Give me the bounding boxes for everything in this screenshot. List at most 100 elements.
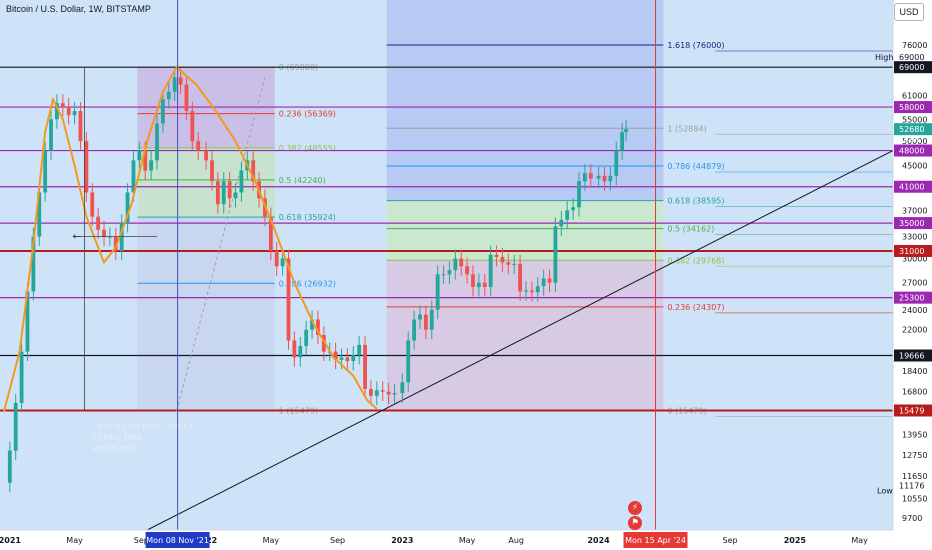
candle-body xyxy=(608,175,613,182)
high-value: 69000 xyxy=(899,53,924,62)
candle-body xyxy=(620,132,625,151)
candle-body xyxy=(190,111,195,142)
candle-body xyxy=(596,175,601,179)
y-tick-label: 12750 xyxy=(902,451,927,460)
fib-level-label: 0.382 (29768) xyxy=(667,256,724,265)
y-tick-label: 11650 xyxy=(902,472,927,481)
candle-body xyxy=(547,278,552,283)
candle-body xyxy=(149,160,154,171)
candle-body xyxy=(345,357,350,362)
candle-body xyxy=(321,335,326,352)
chart-title: Bitcoin / U.S. Dollar, 1W, BITSTAMP xyxy=(6,4,151,14)
y-tick-label: 27000 xyxy=(902,279,927,288)
candle-body xyxy=(131,160,136,193)
price-tag-label: 15479 xyxy=(899,406,924,415)
x-tick-label: May xyxy=(263,536,280,545)
measure-text: −33679 (−71.88%) −3367.9 xyxy=(92,422,193,430)
candle-body xyxy=(614,150,619,176)
candle-body xyxy=(351,355,356,362)
candle-body xyxy=(363,344,367,389)
candle-body xyxy=(577,181,581,208)
candle-body xyxy=(204,150,208,161)
candle-body xyxy=(400,382,405,394)
candle-body xyxy=(535,286,540,293)
candle-body xyxy=(184,84,189,112)
y-tick-label: 37000 xyxy=(902,206,927,215)
candle-body xyxy=(292,340,297,358)
candle-body xyxy=(524,290,528,292)
price-tag xyxy=(894,244,932,257)
candle-body xyxy=(369,388,373,396)
trendline xyxy=(146,150,894,531)
candle-body xyxy=(459,258,464,267)
candle-body xyxy=(423,314,428,330)
candle-body xyxy=(565,210,570,220)
candle-body xyxy=(488,254,493,287)
candle-body xyxy=(125,192,130,224)
price-tag xyxy=(894,291,932,304)
candle-body xyxy=(102,229,106,237)
candle-body xyxy=(624,129,628,133)
candle-body xyxy=(172,77,177,92)
x-tick-label: May xyxy=(851,536,868,545)
currency-button[interactable]: USD xyxy=(894,3,924,21)
price-tag-label: 41000 xyxy=(899,183,924,192)
fib-level-label: 1.618 (76000) xyxy=(667,41,724,50)
candle-body xyxy=(506,262,511,265)
price-scale-bg xyxy=(893,0,932,550)
measure-arrow-head: ← xyxy=(73,232,81,243)
x-tick-label: 2021 xyxy=(0,536,21,545)
y-tick-label: 24000 xyxy=(902,306,927,315)
candle-body xyxy=(482,282,487,287)
lightning-event-icon[interactable]: ⚡ xyxy=(628,501,642,515)
cycle-curve xyxy=(2,65,378,412)
candle-body xyxy=(233,192,238,199)
fib-level-label: 0.786 (26932) xyxy=(279,279,336,288)
price-tag xyxy=(894,61,932,74)
high-label: High xyxy=(875,53,893,62)
y-tick-label: 9700 xyxy=(902,514,922,523)
candle-body xyxy=(210,160,214,182)
candle-body xyxy=(119,223,124,251)
candle-body xyxy=(84,141,89,193)
fib-level-label: 0.5 (42240) xyxy=(279,176,326,185)
candle-body xyxy=(113,236,118,251)
candle-body xyxy=(49,119,53,151)
marker-date-label: Mon 15 Apr '24 xyxy=(625,536,686,545)
candle-body xyxy=(196,141,201,151)
candle-body xyxy=(406,340,411,383)
countdown-label: 6d 9h xyxy=(899,136,919,144)
y-tick-label: 55000 xyxy=(902,115,927,124)
y-tick-label: 18400 xyxy=(902,367,927,376)
y-tick-label: 13950 xyxy=(902,430,927,439)
candle-body xyxy=(25,291,30,352)
price-tag xyxy=(894,180,932,193)
price-tag xyxy=(894,123,932,136)
y-tick-label: 33000 xyxy=(902,233,927,242)
measure-text: Vol 185.451K xyxy=(92,444,139,452)
fib-level-label: 0.236 (24307) xyxy=(667,303,724,312)
candle-body xyxy=(227,181,232,199)
fib-zone xyxy=(137,179,275,218)
x-tick-label: 2024 xyxy=(587,536,610,545)
fib-zone xyxy=(386,0,664,129)
candle-body xyxy=(357,344,362,356)
candle-body xyxy=(280,258,285,267)
cursor-date-tag xyxy=(145,532,210,548)
candle-body xyxy=(553,226,558,283)
candle-body xyxy=(37,192,42,237)
candle-body xyxy=(90,192,95,217)
fib-level-label: 0.786 (44879) xyxy=(667,162,724,171)
x-tick-label: May xyxy=(459,536,476,545)
price-tag xyxy=(894,349,932,362)
candle-body xyxy=(60,103,65,108)
fib-level-label: 0.382 (48555) xyxy=(279,144,336,153)
price-tag xyxy=(894,217,932,230)
us-flag-event-icon[interactable]: ⚑ xyxy=(628,516,642,530)
candle-body xyxy=(518,263,523,292)
candle-body xyxy=(155,123,159,161)
price-tag-label: 69000 xyxy=(899,63,924,72)
candle-body xyxy=(66,107,71,116)
candle-body xyxy=(19,351,24,403)
